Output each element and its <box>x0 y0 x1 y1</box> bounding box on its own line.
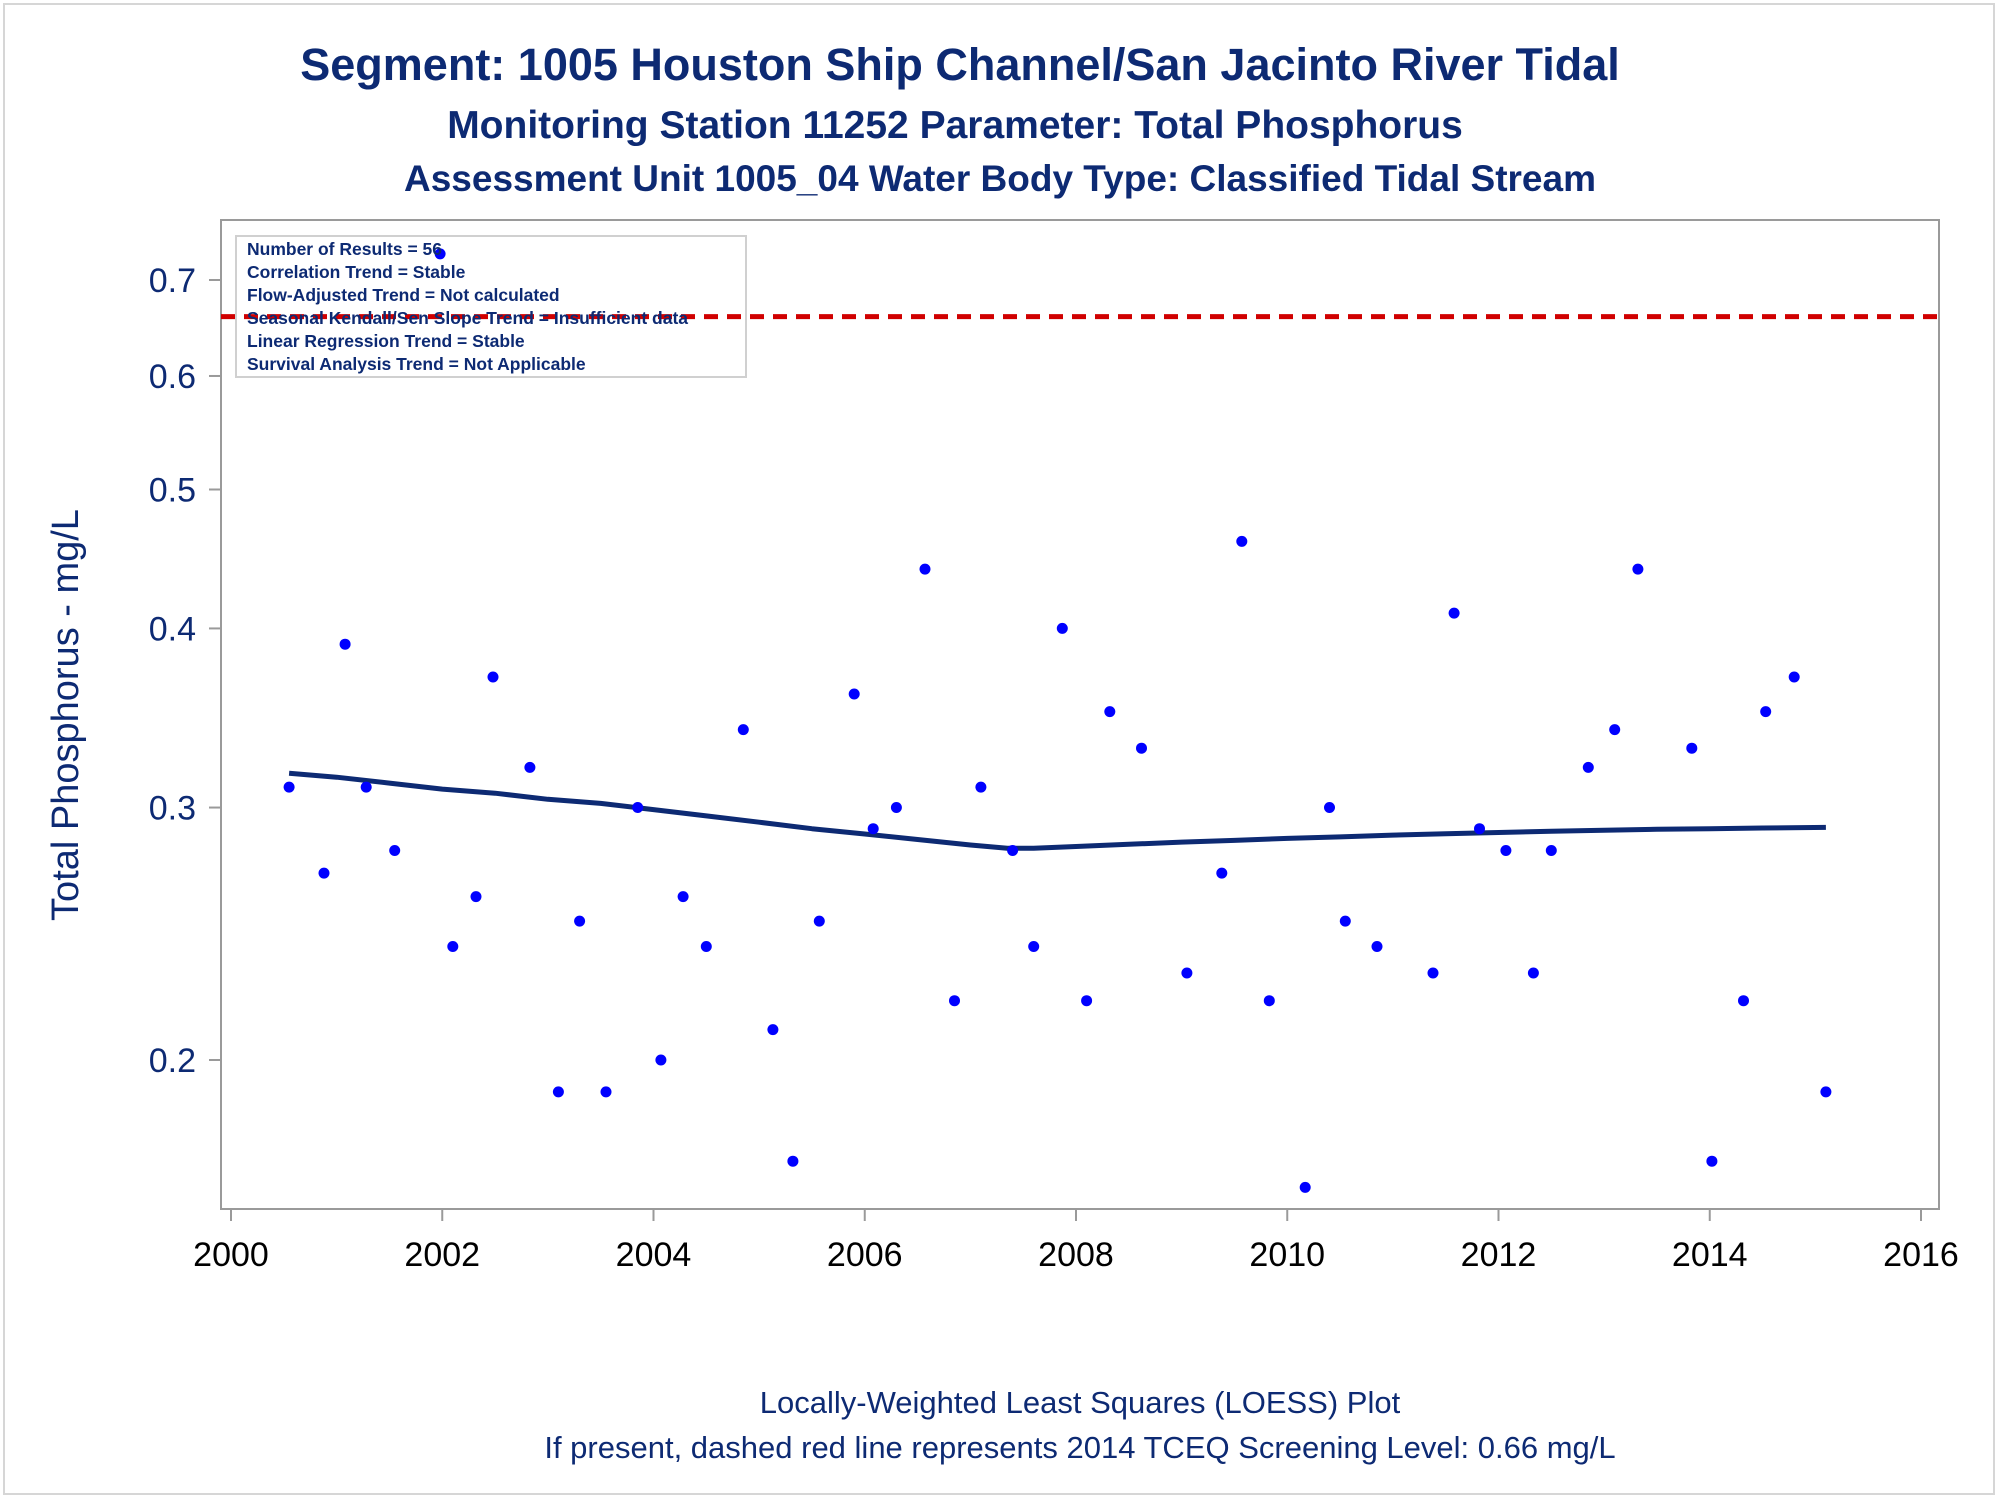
data-point <box>434 248 446 260</box>
y-tick-label: 0.4 <box>149 610 196 648</box>
y-axis-title: Total Phosphorus - mg/L <box>45 509 87 921</box>
data-point <box>1136 742 1147 754</box>
x-tick-label: 2008 <box>1038 1236 1114 1274</box>
x-tick-label: 2002 <box>404 1236 480 1274</box>
stat-flow-adjusted-trend: Flow-Adjusted Trend = Not calculated <box>247 285 560 305</box>
data-point <box>470 891 482 903</box>
data-point <box>700 941 712 952</box>
chart-frame <box>3 3 1995 1495</box>
data-point <box>318 867 330 879</box>
data-point <box>848 688 860 700</box>
data-point <box>1474 823 1485 835</box>
footnote-screening-level: If present, dashed red line represents 2… <box>544 1430 1615 1465</box>
data-point <box>737 724 749 736</box>
data-point <box>632 802 644 813</box>
data-point <box>1706 1155 1718 1167</box>
stat-seasonal-kendall-trend: Seasonal Kendall/Sen Slope Trend = Insuf… <box>247 308 688 328</box>
data-point <box>890 802 902 813</box>
data-points <box>283 248 1832 1193</box>
stat-number-of-results: Number of Results = 56 <box>247 239 442 259</box>
loess-trend-line <box>288 770 1826 851</box>
data-point <box>574 915 586 927</box>
data-point <box>1339 915 1351 927</box>
plot-area <box>220 219 1940 1210</box>
data-point <box>524 761 536 773</box>
data-point <box>447 941 459 952</box>
data-point <box>389 845 401 856</box>
data-point <box>1181 967 1193 979</box>
data-point <box>1007 845 1019 856</box>
data-point <box>1263 995 1275 1007</box>
x-tick-labels: 2000 2002 2004 2006 2008 2010 2012 2014 2016 <box>193 1236 1959 1274</box>
data-point <box>1582 761 1594 773</box>
data-point <box>1104 706 1116 718</box>
data-point <box>1371 941 1383 952</box>
data-point <box>1324 802 1335 813</box>
stat-linear-regression-trend: Linear Regression Trend = Stable <box>247 331 525 351</box>
stats-box: Number of Results = 56 Correlation Trend… <box>235 235 747 378</box>
chart-title: Segment: 1005 Houston Ship Channel/San J… <box>300 39 1619 90</box>
data-point <box>1527 967 1539 979</box>
data-point <box>1686 742 1698 754</box>
x-tick-label: 2012 <box>1461 1236 1537 1274</box>
data-point <box>1299 1181 1311 1193</box>
x-tick-label: 2004 <box>616 1236 692 1274</box>
data-point <box>1760 706 1772 718</box>
stat-survival-analysis-trend: Survival Analysis Trend = Not Applicable <box>247 354 586 374</box>
data-point <box>677 891 689 903</box>
data-point <box>1545 845 1557 856</box>
y-tick-label: 0.5 <box>149 471 196 509</box>
data-point <box>1236 535 1248 547</box>
y-tick-label: 0.6 <box>149 358 196 396</box>
chart-subtitle-2: Assessment Unit 1005_04 Water Body Type:… <box>404 158 1596 199</box>
data-point <box>339 638 351 650</box>
data-point <box>975 781 987 793</box>
data-point <box>1216 867 1228 879</box>
y-tick-label: 0.2 <box>149 1042 196 1080</box>
data-point <box>1788 671 1800 683</box>
data-point <box>767 1024 779 1036</box>
y-tick-labels: 0.2 0.3 0.4 0.5 0.6 0.7 <box>149 262 196 1080</box>
stat-correlation-trend: Correlation Trend = Stable <box>247 262 466 282</box>
footnote-loess: Locally-Weighted Least Squares (LOESS) P… <box>760 1385 1401 1420</box>
data-point <box>552 1086 564 1098</box>
data-point <box>1500 845 1512 856</box>
data-point <box>1081 995 1093 1007</box>
data-point <box>1738 995 1749 1007</box>
x-tick-label: 2010 <box>1249 1236 1325 1274</box>
data-point <box>1028 941 1040 952</box>
y-tick-label: 0.7 <box>149 262 196 300</box>
y-tick-label: 0.3 <box>149 790 196 828</box>
data-point <box>787 1155 799 1167</box>
data-point <box>283 781 295 793</box>
data-point <box>600 1086 612 1098</box>
data-point <box>1448 607 1460 619</box>
chart-subtitle: Monitoring Station 11252 Parameter: Tota… <box>447 104 1463 147</box>
data-point <box>1427 967 1439 979</box>
axis-ticks <box>209 279 1922 1221</box>
x-tick-label: 2006 <box>827 1236 903 1274</box>
x-tick-label: 2000 <box>193 1236 269 1274</box>
data-point <box>813 915 825 927</box>
data-point <box>919 563 931 575</box>
data-point <box>655 1054 667 1066</box>
data-point <box>1609 724 1621 736</box>
x-tick-label: 2014 <box>1672 1236 1748 1274</box>
data-point <box>1632 563 1644 575</box>
data-point <box>360 781 372 793</box>
x-tick-label: 2016 <box>1883 1236 1959 1274</box>
data-point <box>949 995 960 1007</box>
data-point <box>487 671 499 683</box>
data-point <box>1820 1086 1832 1098</box>
data-point <box>867 823 879 835</box>
stats-box-border <box>235 235 747 378</box>
data-point <box>1056 622 1068 634</box>
